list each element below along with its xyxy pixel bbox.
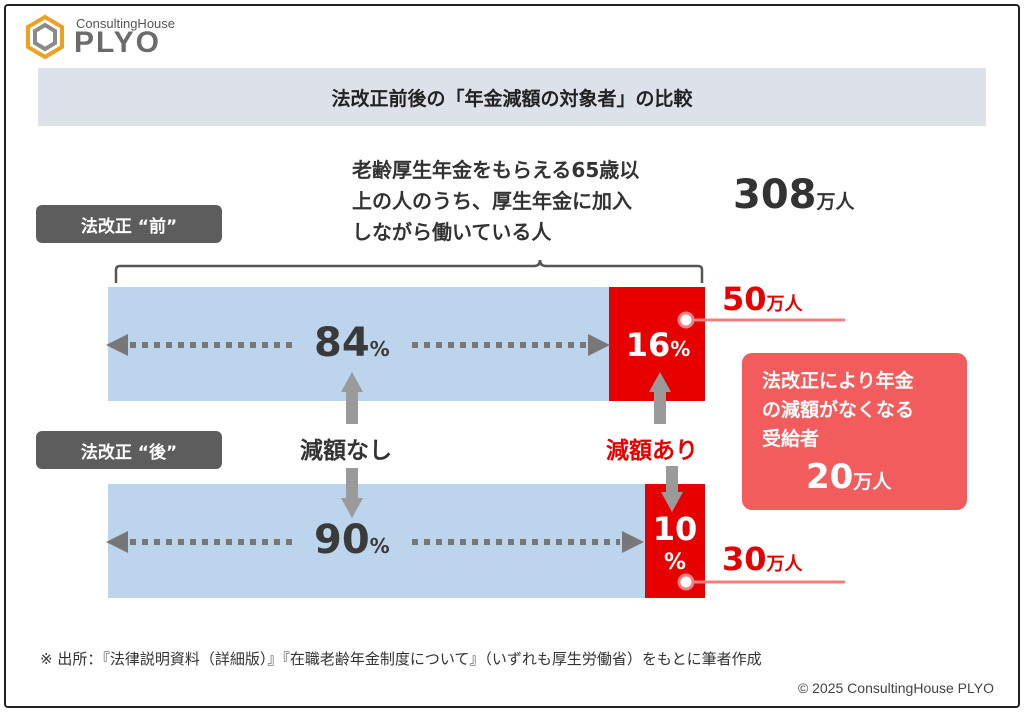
description-line: 老齢厚生年金をもらえる65歳以 xyxy=(352,158,640,182)
vertical-arrow-no-reduction xyxy=(341,372,363,518)
data-label-reduction-before: 16% xyxy=(625,326,691,364)
copyright: © 2025 ConsultingHouse PLYO xyxy=(797,680,994,696)
hexagon-logo-icon xyxy=(26,14,64,60)
benefit-summary-box: 法改正により年金 の減額がなくなる 受給者 20万人 xyxy=(742,353,967,510)
logo-wordmark: PLYO xyxy=(74,26,161,59)
benefit-summary-count: 20万人 xyxy=(806,457,892,497)
logo-subtitle: ConsultingHouse xyxy=(76,16,176,31)
population-description: 老齢厚生年金をもらえる65歳以 上の人のうち、厚生年金に加入 しながら働いている… xyxy=(352,155,722,248)
total-count-value: 308 xyxy=(733,172,817,218)
benefit-summary-line: 法改正により年金 xyxy=(762,370,914,392)
data-label-reduction-after: 10 % xyxy=(652,510,698,575)
benefit-summary-line: 受給者 xyxy=(762,428,820,450)
connector-after xyxy=(677,573,845,591)
description-line: しながら働いている人 xyxy=(352,220,552,244)
benefit-summary-line: の減額がなくなる xyxy=(762,399,915,421)
total-count: 308万人 xyxy=(733,172,855,218)
data-label-no-reduction-before: 84% xyxy=(314,320,390,366)
category-tag-before: 法改正 “前” xyxy=(36,205,222,243)
description-line: 上の人のうち、厚生年金に加入 xyxy=(352,189,632,213)
label-reduction: 減額あり xyxy=(606,438,698,464)
label-no-reduction: 減額なし xyxy=(300,438,392,464)
dashed-arrow-right-after xyxy=(412,531,644,553)
data-label-no-reduction-after: 90% xyxy=(314,517,390,563)
category-label-before: 法改正 “前” xyxy=(80,216,178,237)
connector-before xyxy=(677,311,845,329)
bracket-brace xyxy=(114,259,704,283)
callout-reduction-count-after: 30万人 xyxy=(722,540,803,578)
category-label-after: 法改正 “後” xyxy=(80,442,178,463)
callout-reduction-count-before: 50万人 xyxy=(722,280,803,318)
logo: ConsultingHouse PLYO xyxy=(24,14,194,60)
dashed-arrow-right-before xyxy=(412,334,610,356)
dashed-arrow-left-before xyxy=(106,334,296,356)
vertical-arrow-reduction xyxy=(649,372,683,512)
chart-title-bar: 法改正前後の「年金減額の対象者」の比較 xyxy=(38,68,986,126)
chart-title: 法改正前後の「年金減額の対象者」の比較 xyxy=(331,87,693,110)
dashed-arrow-left-after xyxy=(106,531,296,553)
category-tag-after: 法改正 “後” xyxy=(36,431,222,469)
total-count-unit: 万人 xyxy=(816,191,855,213)
source-note: ※ 出所：『法律説明資料（詳細版）』『在職老齢年金制度について』（いずれも厚生労… xyxy=(40,650,762,668)
